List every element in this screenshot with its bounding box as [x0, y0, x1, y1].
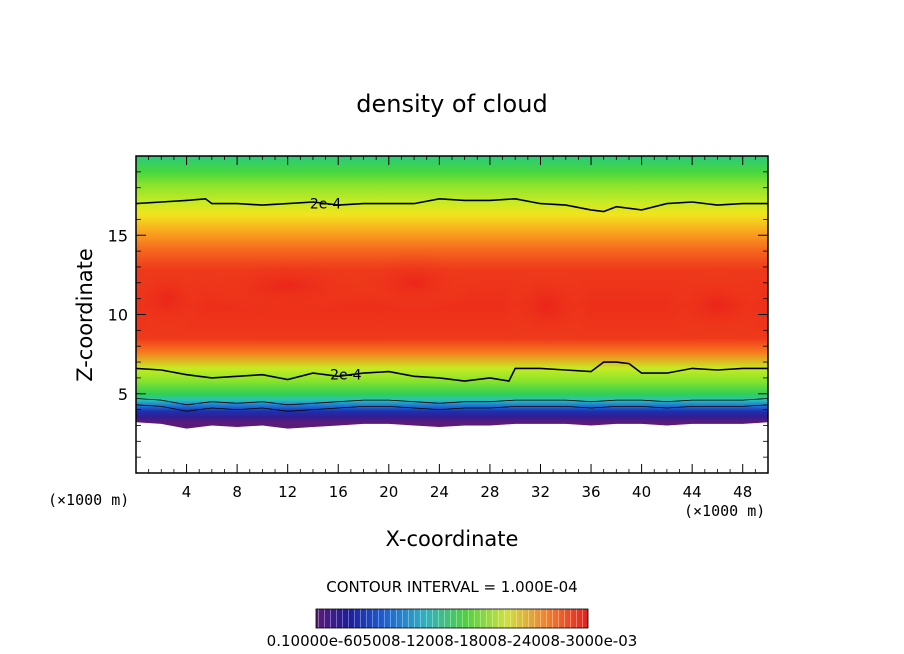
contour-line-upper: [136, 197, 768, 213]
contour-line-lower: [136, 361, 768, 382]
x-tick-label: 20: [379, 483, 398, 501]
density-maximum-5: [666, 270, 768, 340]
x-tick-label: 24: [430, 483, 449, 501]
colorbar: [315, 608, 589, 629]
contour-line-thin-2: [136, 398, 768, 406]
density-field: [136, 156, 768, 473]
contour-line-thin-1: [136, 404, 768, 412]
x-tick-label: 32: [531, 483, 550, 501]
x-tick-label: 16: [329, 483, 348, 501]
contour-labels: 2e-4 2e-4: [310, 197, 362, 384]
y-tick-label: 10: [108, 306, 128, 325]
x-tick-label: 28: [480, 483, 499, 501]
y-axis-label: Z-coordinate: [73, 248, 97, 382]
chart-title: density of cloud: [356, 90, 547, 118]
density-maximum-2: [199, 257, 377, 315]
cloud-free-region: [136, 422, 768, 473]
z-unit-label: (×1000 m): [48, 491, 129, 509]
contour-interval-text: CONTOUR INTERVAL = 1.000E-04: [326, 578, 577, 596]
density-maximum-1: [136, 263, 206, 334]
y-axis-ticks: 5 10 15: [108, 171, 768, 458]
contour-label-2: 2e-4: [330, 368, 362, 384]
density-maximum-4: [502, 265, 592, 348]
x-unit-label: (×1000 m): [684, 502, 765, 520]
density-maxima: [136, 254, 768, 348]
colorbar-tick-labels: 0.10000e-605008-12008-18008-24008-3000e-…: [267, 632, 638, 650]
x-tick-label: 8: [232, 483, 242, 501]
x-tick-label: 36: [581, 483, 600, 501]
y-tick-label: 15: [108, 226, 128, 245]
x-tick-label: 12: [278, 483, 297, 501]
x-tick-label: 48: [733, 483, 752, 501]
density-bands: [136, 156, 768, 473]
x-axis-label: X-coordinate: [386, 527, 519, 551]
x-tick-label: 44: [683, 483, 702, 501]
plot-area: 2e-4 2e-4: [136, 156, 768, 473]
x-tick-label: 4: [182, 483, 192, 501]
y-tick-label: 5: [118, 385, 128, 404]
x-axis-ticks: 4 8 12 16 20 24 28 32 36 40 44 48: [148, 156, 756, 501]
contour-label-1: 2e-4: [310, 197, 342, 213]
x-tick-label: 40: [632, 483, 651, 501]
density-maximum-3: [350, 254, 478, 312]
